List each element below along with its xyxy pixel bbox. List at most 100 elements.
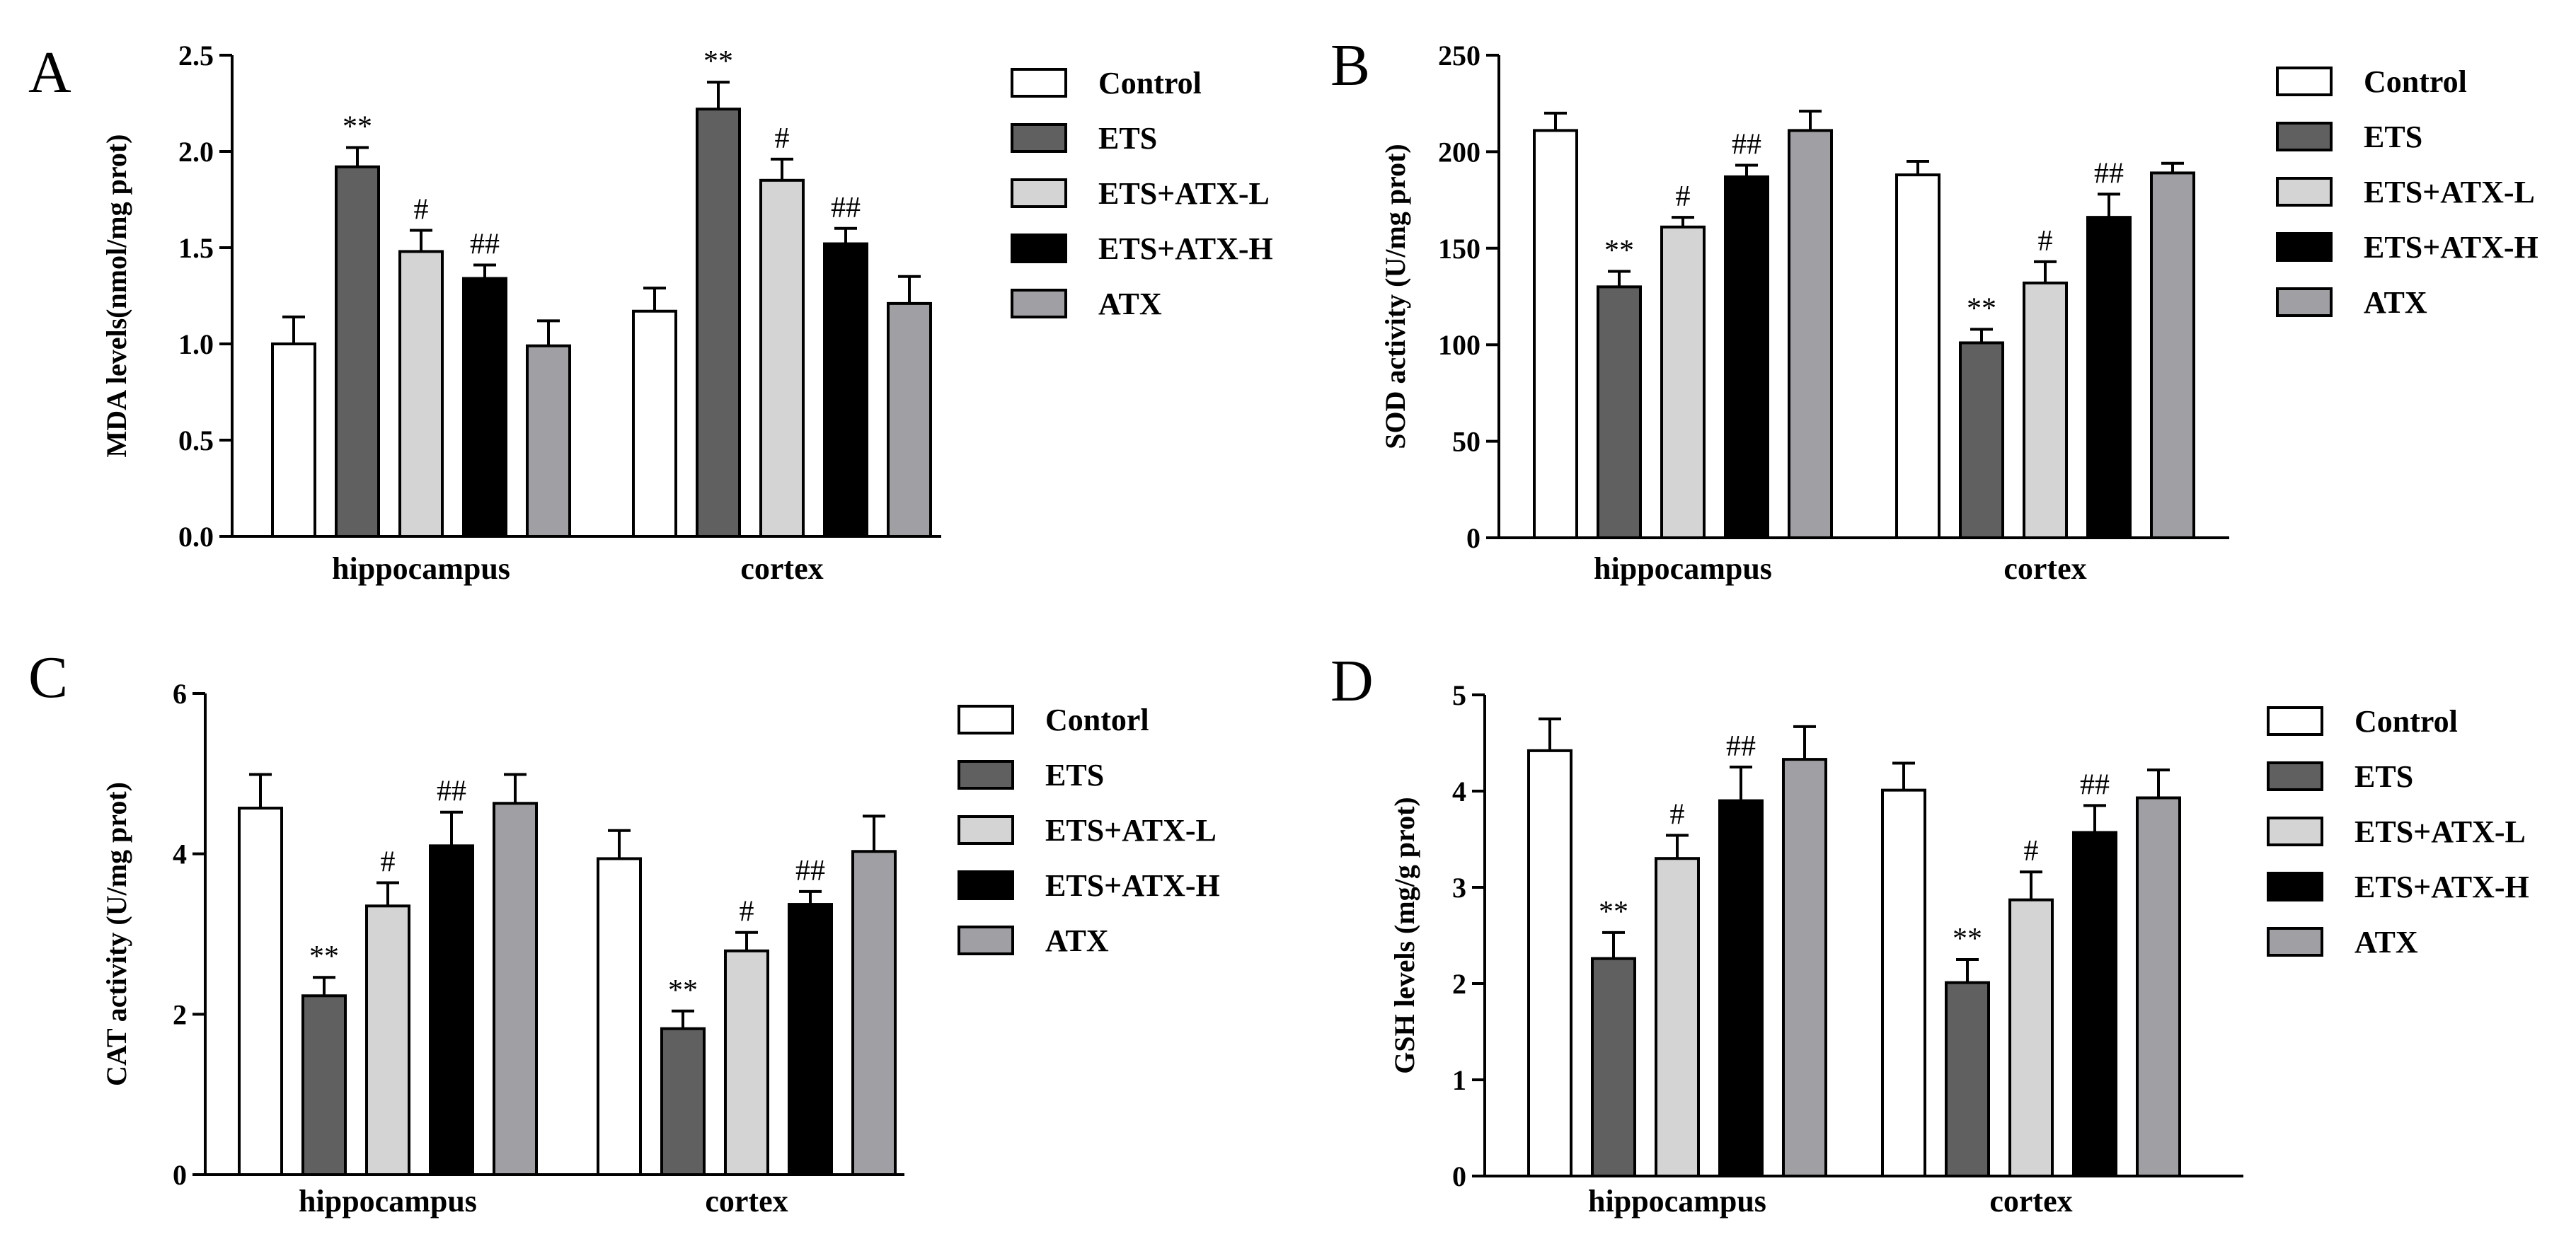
category-label: cortex bbox=[2003, 551, 2086, 586]
significance-mark: # bbox=[2038, 225, 2053, 258]
legend-label: ETS+ATX-L bbox=[1045, 813, 1217, 848]
significance-mark: ** bbox=[1953, 923, 1982, 955]
bar bbox=[2150, 171, 2195, 539]
panel-letter: B bbox=[1330, 33, 1370, 98]
bar bbox=[1788, 129, 1833, 539]
y-tick-label: 2 bbox=[173, 998, 187, 1030]
legend-swatch bbox=[1011, 178, 1067, 208]
significance-mark: ## bbox=[437, 776, 466, 808]
legend-swatch bbox=[2267, 761, 2323, 791]
significance-mark: ## bbox=[795, 855, 825, 887]
legend-label: ETS bbox=[1045, 758, 1104, 793]
bar bbox=[1782, 758, 1827, 1177]
y-tick-label: 6 bbox=[173, 678, 187, 710]
bar bbox=[1527, 749, 1572, 1177]
legend-label: ETS bbox=[1098, 121, 1157, 156]
bar bbox=[632, 309, 677, 538]
bar bbox=[335, 165, 380, 538]
bar bbox=[2023, 281, 2068, 539]
bar bbox=[1660, 225, 1706, 539]
category-label: cortex bbox=[740, 551, 823, 586]
bar bbox=[1718, 799, 1764, 1177]
legend-label: ETS+ATX-H bbox=[2354, 870, 2529, 904]
bar bbox=[1655, 857, 1700, 1177]
bar bbox=[696, 108, 741, 538]
bar bbox=[597, 857, 642, 1176]
y-tick-label: 2 bbox=[1452, 968, 1466, 1000]
significance-mark: ## bbox=[1726, 730, 1756, 763]
category-label: hippocampus bbox=[1588, 1184, 1766, 1218]
significance-mark: # bbox=[740, 896, 754, 928]
bar bbox=[660, 1027, 706, 1176]
bar bbox=[851, 850, 897, 1177]
bar bbox=[724, 949, 769, 1177]
panel-letter: D bbox=[1330, 648, 1374, 714]
y-tick-label: 200 bbox=[1438, 136, 1480, 168]
bar bbox=[365, 904, 410, 1177]
bar bbox=[238, 807, 283, 1176]
y-tick-label: 250 bbox=[1438, 40, 1480, 71]
legend-swatch bbox=[1011, 234, 1067, 263]
category-label: hippocampus bbox=[332, 551, 510, 586]
legend-label: ATX bbox=[2364, 285, 2427, 320]
y-axis-label: CAT activity (U/mg prot) bbox=[100, 782, 132, 1086]
y-tick-label: 0 bbox=[173, 1159, 187, 1191]
bar bbox=[2136, 796, 2181, 1177]
legend-swatch bbox=[958, 926, 1014, 955]
legend-label: ETS+ATX-H bbox=[2364, 230, 2538, 265]
bar bbox=[398, 250, 444, 538]
chart-panel-a: A 0.0 0.5 1.0 1.5 2.0 2.5 MDA levels(nmol/mg pr… bbox=[28, 40, 1273, 586]
bar bbox=[1895, 173, 1940, 540]
significance-mark: # bbox=[775, 122, 790, 155]
legend-swatch bbox=[958, 760, 1014, 790]
legend-label: Contorl bbox=[1045, 703, 1149, 737]
significance-mark: ** bbox=[1967, 292, 1996, 325]
bar bbox=[2086, 216, 2132, 539]
legend-swatch bbox=[2276, 122, 2333, 151]
y-tick-label: 0 bbox=[1466, 522, 1480, 554]
legend-swatch bbox=[2267, 927, 2323, 957]
legend-label: ATX bbox=[1045, 923, 1109, 958]
legend-swatch bbox=[2267, 872, 2323, 901]
significance-mark: # bbox=[2024, 835, 2039, 868]
y-tick-label: 4 bbox=[1452, 776, 1466, 807]
significance-mark: ## bbox=[470, 228, 500, 260]
bar bbox=[1945, 981, 1990, 1177]
y-tick-label: 1.5 bbox=[178, 232, 214, 264]
y-axis-label: GSH levels (mg/g prot) bbox=[1388, 797, 1420, 1073]
panel-letter: C bbox=[28, 645, 68, 710]
significance-mark: ** bbox=[309, 940, 339, 973]
panel-letter: A bbox=[28, 40, 71, 105]
legend-label: ETS bbox=[2364, 120, 2422, 154]
y-tick-label: 50 bbox=[1452, 426, 1480, 458]
legend-label: ETS+ATX-H bbox=[1045, 868, 1220, 903]
legend-label: ETS+ATX-H bbox=[1098, 231, 1273, 266]
legend-swatch bbox=[1011, 68, 1067, 98]
category-label: cortex bbox=[705, 1184, 788, 1218]
bar bbox=[2008, 898, 2054, 1178]
significance-mark: ## bbox=[2094, 157, 2124, 190]
y-tick-label: 5 bbox=[1452, 679, 1466, 711]
bar bbox=[823, 242, 868, 538]
legend-label: ATX bbox=[2354, 925, 2418, 960]
significance-mark: ** bbox=[703, 45, 733, 78]
category-label: cortex bbox=[1989, 1184, 2072, 1218]
bar bbox=[526, 344, 571, 538]
legend-swatch bbox=[958, 705, 1014, 734]
bar bbox=[1591, 957, 1636, 1177]
legend-swatch bbox=[2276, 287, 2333, 317]
y-tick-label: 0 bbox=[1452, 1160, 1466, 1192]
y-tick-label: 2.5 bbox=[178, 40, 214, 71]
bar bbox=[1597, 285, 1642, 539]
significance-mark: ** bbox=[668, 974, 698, 1007]
legend-label: ETS+ATX-L bbox=[2354, 814, 2526, 849]
legend-swatch bbox=[1011, 289, 1067, 318]
legend-label: Control bbox=[1098, 66, 1202, 100]
y-tick-label: 150 bbox=[1438, 233, 1480, 265]
bar bbox=[788, 903, 833, 1176]
significance-mark: # bbox=[1670, 799, 1685, 831]
bar bbox=[493, 802, 538, 1177]
